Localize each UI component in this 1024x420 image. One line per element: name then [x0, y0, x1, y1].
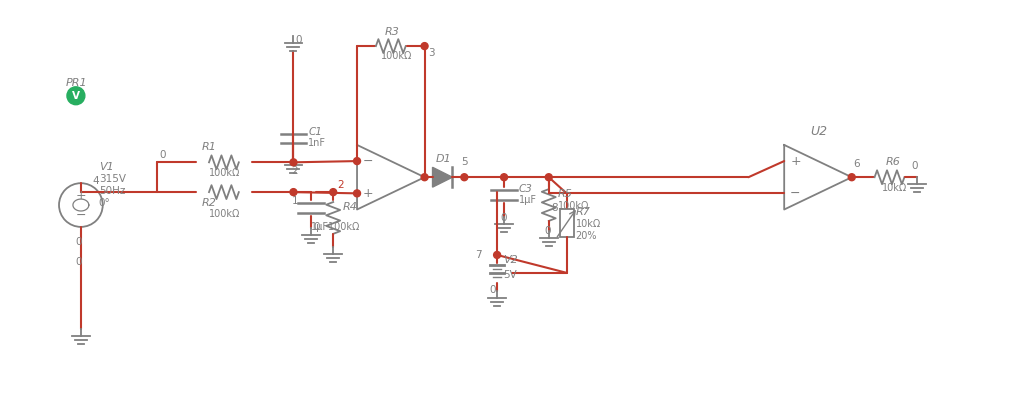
Circle shape: [545, 174, 552, 181]
Text: 0°: 0°: [98, 198, 111, 208]
Text: 5V: 5V: [503, 270, 517, 280]
Text: 2: 2: [292, 166, 298, 176]
Text: 1: 1: [292, 196, 298, 206]
Text: U2: U2: [810, 125, 827, 138]
Text: 10kΩ: 10kΩ: [882, 183, 907, 193]
Text: 0: 0: [313, 222, 319, 232]
Text: 0: 0: [489, 285, 496, 295]
Text: 1μF100kΩ: 1μF100kΩ: [311, 222, 360, 232]
Circle shape: [501, 174, 508, 181]
Text: 100kΩ: 100kΩ: [558, 201, 589, 211]
Text: 0: 0: [911, 161, 918, 171]
Text: 3: 3: [429, 48, 435, 58]
Text: 4: 4: [93, 176, 99, 186]
Text: R7: R7: [575, 207, 591, 217]
Text: R2: R2: [202, 198, 217, 208]
Circle shape: [494, 252, 501, 258]
Text: 100kΩ: 100kΩ: [209, 209, 241, 219]
Circle shape: [461, 174, 468, 181]
Circle shape: [421, 174, 428, 181]
Text: C1: C1: [308, 128, 323, 137]
Text: R6: R6: [886, 158, 900, 167]
Circle shape: [353, 158, 360, 165]
Text: 5: 5: [462, 158, 468, 167]
Text: 20%: 20%: [575, 231, 597, 241]
Text: 10kΩ: 10kΩ: [575, 219, 601, 229]
Text: 0: 0: [296, 35, 302, 45]
Circle shape: [290, 159, 297, 166]
Text: R1: R1: [202, 142, 217, 152]
Text: 0: 0: [75, 237, 82, 247]
Text: 7: 7: [475, 250, 482, 260]
Text: −: −: [791, 187, 801, 200]
Text: R5: R5: [558, 189, 572, 199]
Text: V1: V1: [98, 162, 114, 172]
Circle shape: [848, 174, 855, 181]
Text: D1: D1: [435, 154, 452, 164]
Text: 0: 0: [500, 213, 507, 223]
Text: 0: 0: [75, 257, 82, 267]
Text: 0: 0: [545, 226, 551, 236]
Text: C3: C3: [519, 184, 532, 194]
Text: PR1: PR1: [66, 78, 88, 88]
Text: 50Hz: 50Hz: [98, 186, 125, 196]
Text: R4: R4: [343, 202, 358, 212]
Circle shape: [330, 189, 337, 196]
Circle shape: [353, 190, 360, 197]
Text: 1nF: 1nF: [308, 139, 327, 148]
Text: +: +: [791, 155, 801, 168]
Text: 100kΩ: 100kΩ: [209, 168, 241, 178]
Text: V2: V2: [503, 255, 518, 265]
Circle shape: [421, 42, 428, 50]
Bar: [560, 209, 573, 237]
Text: 8: 8: [552, 203, 558, 213]
Text: 100kΩ: 100kΩ: [381, 51, 413, 61]
Text: 0: 0: [160, 150, 166, 160]
Text: V: V: [72, 91, 80, 101]
Text: −: −: [76, 208, 86, 221]
Circle shape: [290, 189, 297, 196]
Text: 2: 2: [337, 180, 344, 190]
Text: 1μF: 1μF: [519, 195, 537, 205]
Text: 6: 6: [854, 159, 860, 169]
Text: +: +: [362, 187, 374, 200]
Circle shape: [67, 87, 85, 105]
Polygon shape: [432, 167, 453, 187]
Text: +: +: [76, 189, 86, 202]
Text: 315V: 315V: [98, 174, 126, 184]
Text: −: −: [362, 155, 374, 168]
Text: R3: R3: [385, 27, 399, 37]
